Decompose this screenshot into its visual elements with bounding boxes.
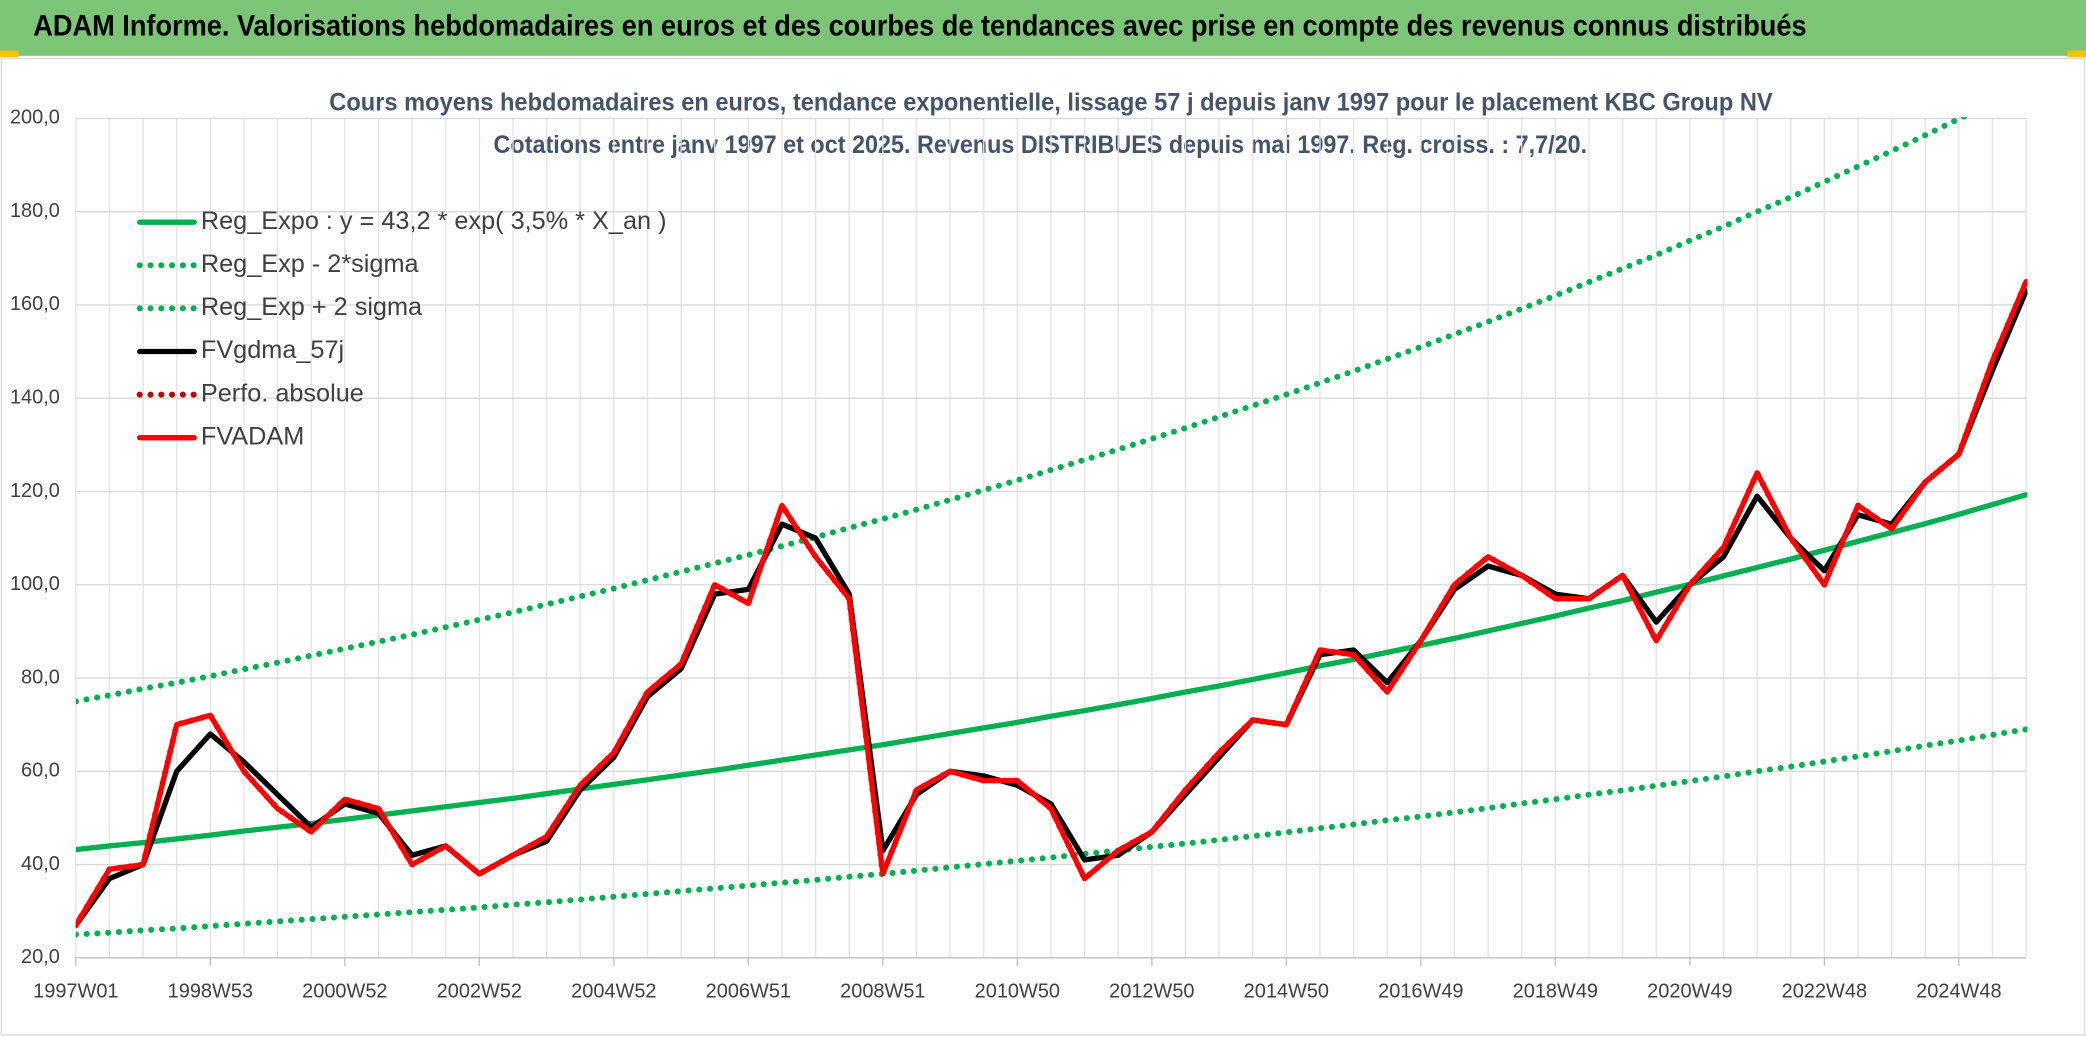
y-tick-label: 180,0 <box>10 200 60 222</box>
x-tick-label: 2006W51 <box>706 981 791 1003</box>
y-tick-label: 20,0 <box>21 946 60 968</box>
series-line <box>75 492 2028 853</box>
x-tick-label: 2014W50 <box>1244 981 1329 1003</box>
legend-label: Reg_Exp - 2*sigma <box>201 250 420 278</box>
legend-label: Perfo. absolue <box>201 379 364 407</box>
corner <box>2067 50 2086 58</box>
y-tick-label: 60,0 <box>21 760 60 782</box>
x-tick-label: 2018W49 <box>1513 981 1598 1003</box>
chart-subtitle: Cotations entre janv 1997 et oct 2025. R… <box>494 131 1588 159</box>
legend-label: Reg_Expo : y = 43,2 * exp( 3,5% * X_an ) <box>201 207 667 235</box>
series-line <box>75 278 2028 928</box>
y-tick-label: 100,0 <box>10 573 60 595</box>
x-tick-label: 2010W50 <box>975 981 1060 1003</box>
page-title: ADAM Informe. Valorisations hebdomadaire… <box>33 11 1806 43</box>
y-tick-label: 120,0 <box>10 480 60 502</box>
x-tick-label: 2020W49 <box>1647 981 1732 1003</box>
y-tick-label: 140,0 <box>10 386 60 408</box>
series-line <box>75 117 1970 705</box>
y-tick-label: 160,0 <box>10 293 60 315</box>
y-tick-label: 80,0 <box>21 666 60 688</box>
x-tick-label: 2004W52 <box>571 981 656 1003</box>
y-tick-label: 40,0 <box>21 853 60 875</box>
chart-frame <box>0 57 2086 1036</box>
x-tick-label: 2024W48 <box>1916 981 2001 1003</box>
x-tick-label: 2016W49 <box>1378 981 1463 1003</box>
series-line <box>75 726 2028 938</box>
x-tick-label: 2000W52 <box>302 981 387 1003</box>
corner <box>0 50 19 58</box>
x-tick-label: 2022W48 <box>1782 981 1867 1003</box>
x-tick-label: 2012W50 <box>1109 981 1194 1003</box>
y-tick-label: 200,0 <box>10 107 60 129</box>
x-tick-label: 1998W53 <box>168 981 253 1003</box>
x-tick-label: 1997W01 <box>33 981 118 1003</box>
plot <box>75 117 2028 938</box>
legend: Reg_Expo : y = 43,2 * exp( 3,5% * X_an )… <box>136 207 667 450</box>
legend-label: FVgdma_57j <box>201 336 344 364</box>
legend-label: Reg_Exp + 2 sigma <box>201 293 423 321</box>
x-tick-label: 2002W52 <box>437 981 522 1003</box>
legend-label: FVADAM <box>201 422 304 450</box>
title-bar <box>0 0 2086 56</box>
grid: 20,0 40,0 60,0 80,0 100,0 120,0 140,0 160,0 180,… <box>10 107 2027 1003</box>
x-tick-label: 2008W51 <box>840 981 925 1003</box>
chart-title: Cours moyens hebdomadaires en euros, ten… <box>329 88 1773 116</box>
